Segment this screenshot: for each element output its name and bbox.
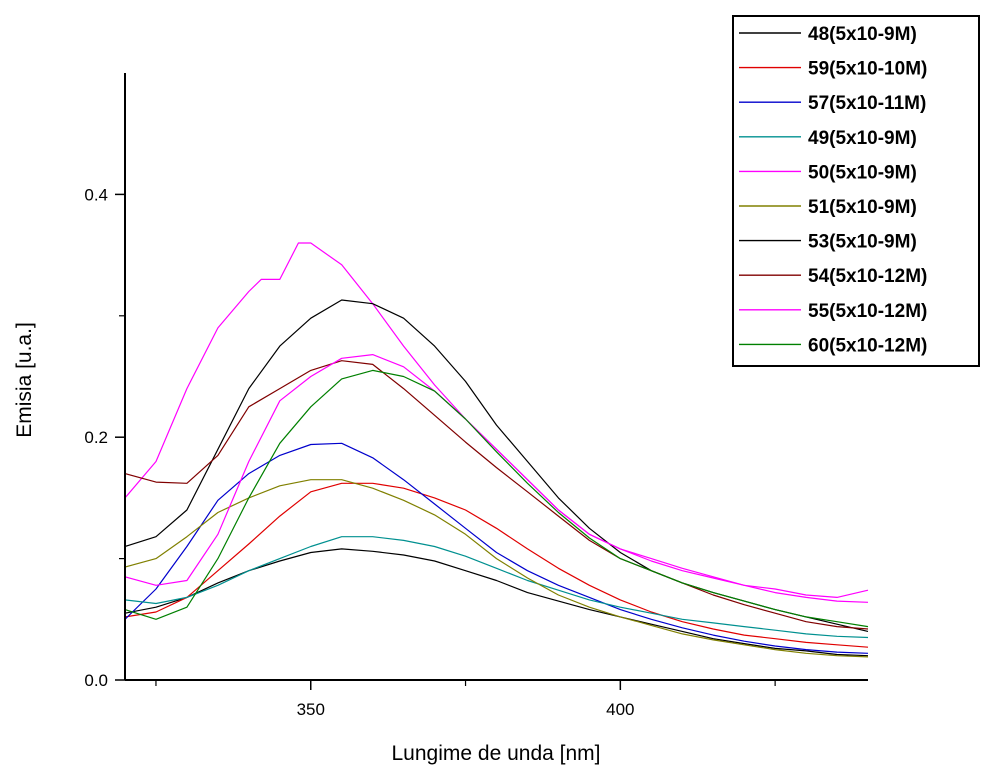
series-line-7	[124, 360, 869, 630]
legend-label-2: 57(5x10-11M)	[808, 93, 926, 114]
series-line-8	[124, 354, 869, 603]
series-line-3	[124, 536, 869, 639]
legend-label-6: 53(5x10-9M)	[808, 232, 917, 253]
series-line-2	[124, 442, 869, 654]
y-tick-label: 0.2	[84, 428, 108, 447]
y-tick-label: 0.4	[84, 185, 108, 204]
legend-label-3: 49(5x10-9M)	[808, 128, 917, 149]
legend-label-1: 59(5x10-10M)	[808, 59, 927, 80]
x-axis-title: Lungime de unda [nm]	[392, 742, 601, 765]
legend-box	[732, 15, 980, 367]
legend: 48(5x10-9M) 59(5x10-10M) 57(5x10-11M) 49(5x…	[732, 15, 980, 367]
legend-label-8: 55(5x10-12M)	[808, 301, 927, 322]
series-line-9	[124, 369, 869, 628]
series-line-0	[124, 548, 869, 657]
y-tick-label: 0.0	[84, 671, 108, 690]
axes-layer: 350 400 0.0 0.2 0.4	[84, 73, 868, 719]
series-line-1	[124, 482, 869, 648]
y-axis-title: Emisia [u.a.]	[13, 322, 36, 438]
legend-label-9: 60(5x10-12M)	[808, 335, 927, 356]
x-tick-label: 400	[606, 700, 634, 719]
legend-label-4: 50(5x10-9M)	[808, 162, 917, 183]
legend-label-5: 51(5x10-9M)	[808, 197, 917, 218]
series-layer	[124, 242, 869, 658]
legend-label-0: 48(5x10-9M)	[808, 24, 917, 45]
x-tick-label: 350	[297, 700, 325, 719]
legend-label-7: 54(5x10-12M)	[808, 266, 927, 287]
